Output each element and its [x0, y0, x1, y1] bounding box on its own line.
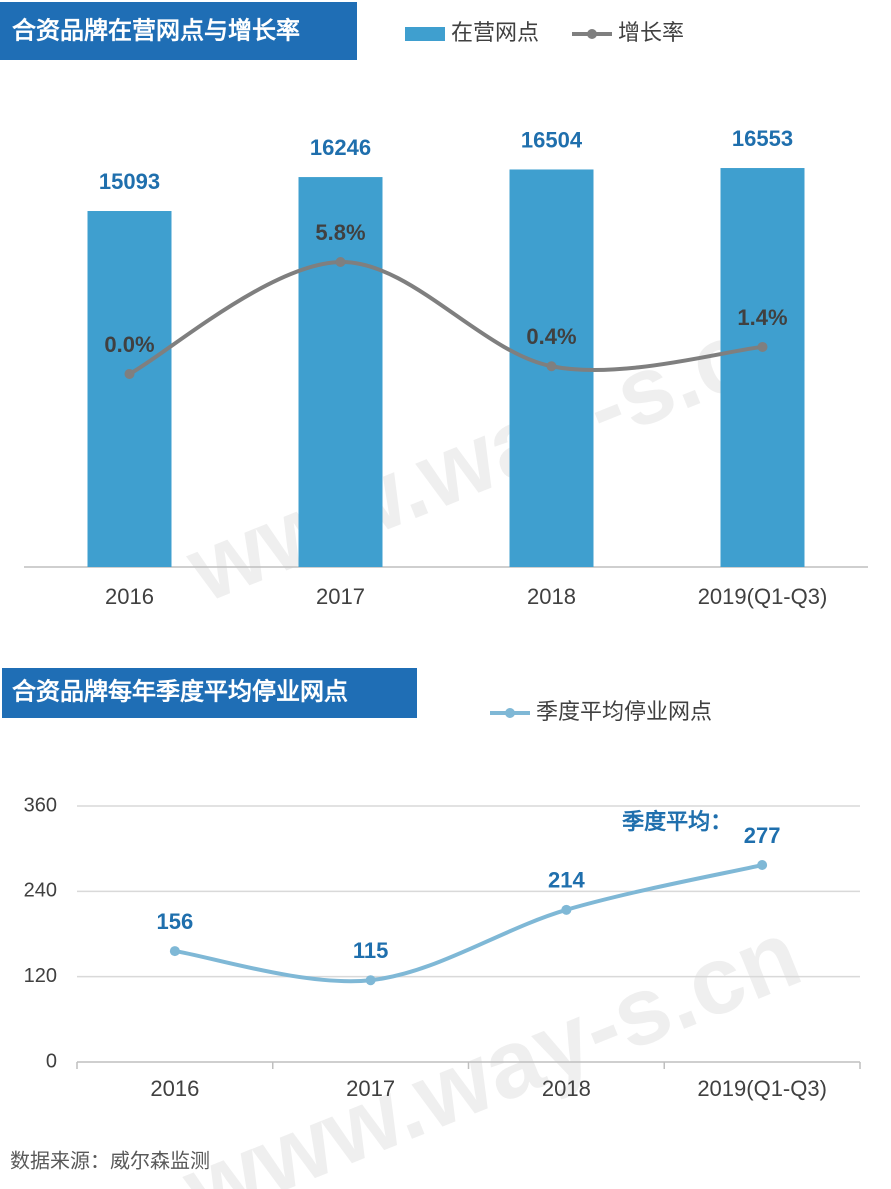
data-label: 0.4%: [526, 324, 576, 349]
x-tick-label: 2018: [542, 1076, 591, 1101]
y-tick-label: 0: [46, 1050, 57, 1072]
chart-title: 合资品牌在营网点与增长率: [12, 16, 300, 44]
line: [128, 260, 763, 376]
annotation: 季度平均：: [622, 809, 732, 834]
x-tick-label: 2019(Q1-Q3): [697, 1076, 827, 1101]
bar: [298, 177, 383, 568]
data-label: 156: [157, 909, 194, 934]
point: [757, 860, 768, 871]
data-label: 115: [353, 938, 389, 963]
point: [335, 257, 346, 268]
x-tick-label: 2017: [346, 1076, 395, 1101]
title-box: [0, 2, 357, 60]
y-tick-label: 120: [24, 965, 57, 987]
watermark: www.way-s.cn: [168, 900, 814, 1189]
data-label: 15093: [99, 169, 160, 194]
x-tick-label: 2016: [105, 584, 154, 609]
point: [124, 368, 135, 379]
legend-swatch: [587, 29, 597, 39]
point: [169, 946, 180, 957]
data-label: 1.4%: [737, 305, 787, 330]
point: [365, 975, 376, 986]
point: [546, 361, 557, 372]
x-tick-label: 2019(Q1-Q3): [698, 584, 828, 609]
data-label: 5.8%: [315, 220, 365, 245]
data-label: 277: [744, 823, 781, 848]
bar: [720, 168, 805, 567]
legend-label: 季度平均停业网点: [536, 699, 712, 724]
data-label: 0.0%: [104, 332, 154, 357]
legend-label: 在营网点: [451, 20, 539, 45]
legend-swatch: [405, 27, 445, 41]
y-tick-label: 240: [24, 880, 57, 902]
data-label: 16246: [310, 135, 371, 160]
data-label: 214: [548, 868, 585, 893]
legend-swatch: [505, 708, 515, 718]
legend-label: 增长率: [618, 20, 684, 45]
x-tick-label: 2018: [527, 584, 576, 609]
x-tick-label: 2017: [316, 584, 365, 609]
x-tick-label: 2016: [150, 1076, 199, 1101]
y-tick-label: 360: [24, 794, 57, 816]
point: [561, 904, 572, 915]
point: [757, 341, 768, 352]
title-box: [2, 668, 417, 718]
data-label: 16504: [521, 127, 583, 152]
data-label: 16553: [732, 126, 793, 151]
bar: [87, 211, 172, 567]
source-note: 数据来源：威尔森监测: [10, 1149, 210, 1172]
line: [174, 863, 763, 984]
chart-title: 合资品牌每年季度平均停业网点: [12, 677, 348, 705]
